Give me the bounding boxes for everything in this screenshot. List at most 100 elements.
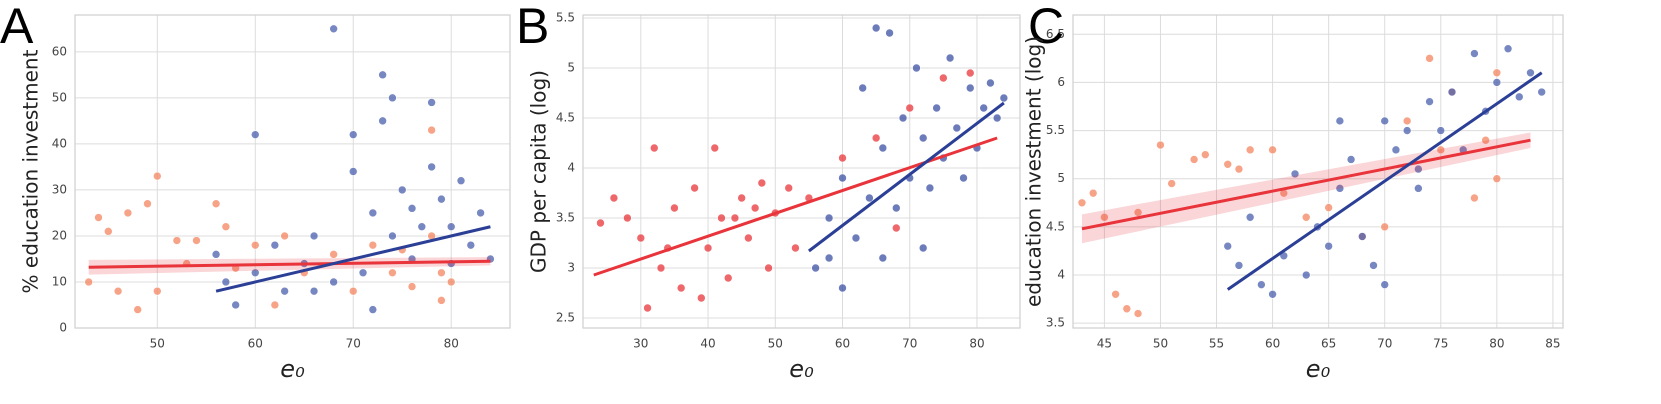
y-tick-label: 6 [1057, 75, 1065, 89]
point [965, 83, 975, 93]
fit-line [1226, 71, 1543, 291]
panel-label: A [0, 0, 34, 54]
x-axis-label: e₀ [1306, 355, 1331, 383]
point [757, 178, 767, 188]
point [1414, 184, 1423, 193]
point [703, 243, 713, 253]
point [329, 24, 338, 34]
point [925, 183, 935, 193]
point [368, 240, 378, 250]
point [1122, 304, 1132, 314]
point [750, 203, 760, 213]
y-tick-label: 4 [1057, 268, 1065, 282]
x-tick-label: 65 [1321, 337, 1336, 351]
point [1526, 68, 1535, 78]
y-tick-label: 4 [567, 161, 575, 175]
point [939, 73, 948, 83]
point [912, 63, 921, 73]
point [979, 103, 988, 113]
point [113, 286, 123, 296]
point [1425, 97, 1434, 106]
x-tick-label: 50 [1153, 337, 1168, 351]
fit-line [593, 136, 998, 277]
point [280, 231, 289, 241]
point [918, 243, 928, 253]
x-tick-label: 55 [1209, 337, 1224, 351]
point [407, 282, 417, 291]
x-tick-label: 85 [1545, 337, 1560, 351]
point [211, 199, 221, 209]
point [1357, 232, 1367, 241]
point [172, 236, 182, 245]
point [885, 28, 894, 38]
point [133, 305, 143, 314]
x-tick-label: 80 [1489, 337, 1504, 351]
y-axis-label: % education investment [19, 49, 43, 293]
point [250, 130, 260, 139]
point [123, 208, 133, 218]
point [986, 78, 995, 88]
point [891, 203, 901, 213]
point [1257, 280, 1266, 289]
point [1369, 261, 1378, 270]
fit-line [807, 101, 1005, 253]
point [717, 213, 726, 223]
point [1537, 87, 1546, 97]
point [965, 68, 975, 78]
point [309, 286, 319, 296]
y-axis-label: GDP per capita (log) [527, 70, 551, 273]
point [871, 23, 881, 33]
x-tick-label: 70 [346, 337, 361, 351]
point [891, 223, 901, 233]
point [417, 222, 427, 232]
point [446, 277, 456, 287]
point [250, 240, 260, 250]
point [348, 130, 358, 139]
point [1290, 169, 1300, 179]
point [851, 233, 861, 243]
y-tick-label: 3.5 [1046, 316, 1065, 330]
point [945, 53, 955, 63]
point [397, 185, 407, 195]
point [1402, 116, 1412, 126]
point [1324, 241, 1333, 251]
point [878, 143, 888, 153]
point [476, 208, 485, 218]
point [838, 153, 847, 163]
point [1268, 145, 1277, 155]
y-tick-label: 20 [52, 228, 67, 242]
point [1380, 222, 1390, 232]
point [221, 277, 231, 287]
point [649, 143, 659, 153]
x-tick-label: 60 [835, 337, 850, 351]
x-tick-label: 80 [444, 337, 459, 351]
y-tick-label: 5 [1057, 171, 1065, 185]
point [1268, 289, 1277, 299]
point [952, 123, 962, 133]
point [838, 173, 847, 183]
point [270, 240, 280, 250]
point [270, 300, 280, 310]
point [858, 83, 867, 93]
point [1156, 140, 1165, 150]
x-tick-label: 60 [248, 337, 263, 351]
y-tick-label: 3 [567, 261, 575, 275]
point [437, 296, 446, 305]
fit-line [1081, 138, 1531, 231]
point [1100, 212, 1109, 222]
point [211, 250, 221, 259]
y-tick-label: 4.5 [556, 111, 575, 125]
x-tick-label: 40 [700, 337, 715, 351]
y-tick-label: 2.5 [556, 311, 575, 325]
point [192, 236, 201, 245]
point [1470, 49, 1479, 58]
point [280, 286, 289, 296]
point [407, 204, 417, 213]
x-axis-label: e₀ [789, 355, 814, 383]
point [824, 253, 834, 263]
point [221, 222, 231, 232]
point [152, 286, 162, 296]
point [1380, 116, 1390, 126]
point [427, 162, 436, 172]
point [871, 133, 881, 143]
